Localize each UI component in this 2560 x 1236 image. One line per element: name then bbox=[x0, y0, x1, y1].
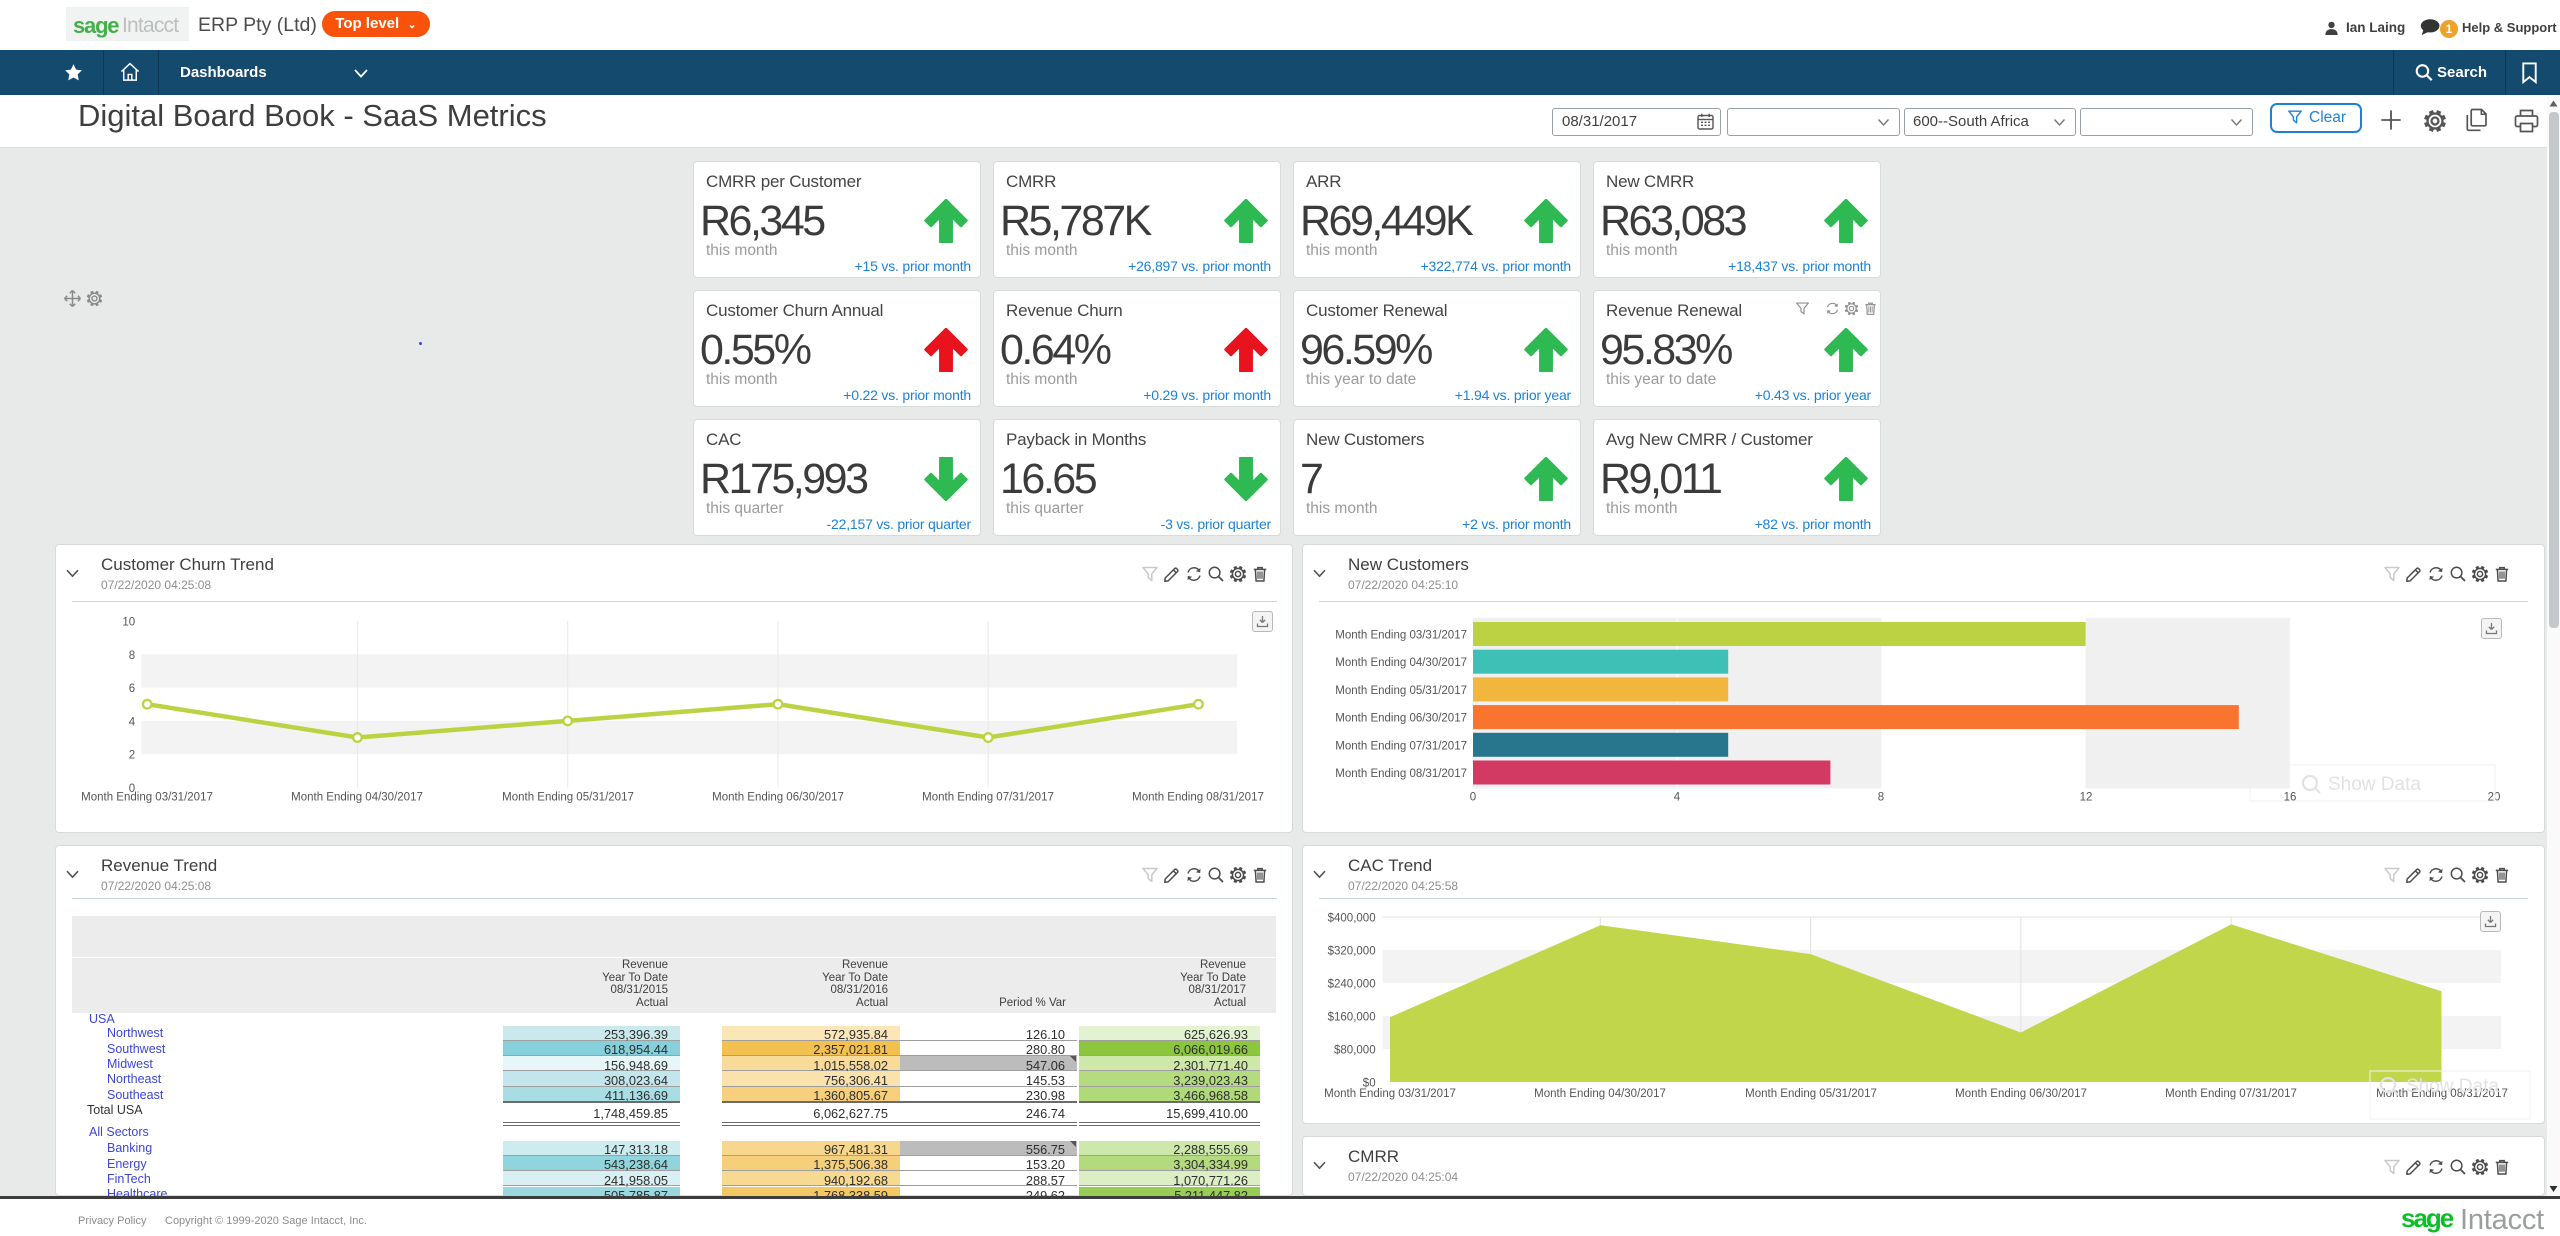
svg-text:0: 0 bbox=[1470, 792, 1476, 804]
svg-text:4: 4 bbox=[1674, 792, 1681, 804]
svg-text:2: 2 bbox=[129, 750, 135, 762]
svg-text:Month Ending 07/31/2017: Month Ending 07/31/2017 bbox=[2165, 1088, 2297, 1100]
svg-text:Show Data: Show Data bbox=[2328, 774, 2421, 795]
svg-text:$160,000: $160,000 bbox=[1328, 1012, 1376, 1024]
svg-text:Month Ending 06/30/2017: Month Ending 06/30/2017 bbox=[1955, 1088, 2087, 1100]
svg-text:4: 4 bbox=[129, 716, 136, 728]
svg-text:$400,000: $400,000 bbox=[1328, 913, 1376, 925]
svg-text:Month Ending 08/31/2017: Month Ending 08/31/2017 bbox=[2376, 1088, 2508, 1100]
svg-text:Month Ending 04/30/2017: Month Ending 04/30/2017 bbox=[291, 792, 423, 804]
svg-text:Month Ending 04/30/2017: Month Ending 04/30/2017 bbox=[1534, 1088, 1666, 1100]
svg-text:Month Ending 06/30/2017: Month Ending 06/30/2017 bbox=[1335, 713, 1467, 725]
svg-text:0: 0 bbox=[129, 783, 135, 795]
svg-text:Show Data: Show Data bbox=[2406, 1076, 2499, 1097]
svg-text:$240,000: $240,000 bbox=[1328, 979, 1376, 991]
svg-text:Month Ending 05/31/2017: Month Ending 05/31/2017 bbox=[1745, 1088, 1877, 1100]
svg-text:16: 16 bbox=[2284, 792, 2297, 804]
svg-text:Month Ending 07/31/2017: Month Ending 07/31/2017 bbox=[922, 792, 1054, 804]
svg-text:8: 8 bbox=[1878, 792, 1884, 804]
svg-text:8: 8 bbox=[129, 650, 135, 662]
svg-text:12: 12 bbox=[2080, 792, 2093, 804]
svg-text:Month Ending 05/31/2017: Month Ending 05/31/2017 bbox=[502, 792, 634, 804]
svg-text:Month Ending 03/31/2017: Month Ending 03/31/2017 bbox=[1324, 1088, 1456, 1100]
svg-text:Month Ending 03/31/2017: Month Ending 03/31/2017 bbox=[81, 792, 213, 804]
svg-text:Month Ending 03/31/2017: Month Ending 03/31/2017 bbox=[1335, 630, 1467, 642]
svg-text:Month Ending 08/31/2017: Month Ending 08/31/2017 bbox=[1335, 768, 1467, 780]
svg-text:10: 10 bbox=[122, 617, 135, 629]
svg-text:$80,000: $80,000 bbox=[1334, 1045, 1376, 1057]
svg-text:Month Ending 07/31/2017: Month Ending 07/31/2017 bbox=[1335, 740, 1467, 752]
svg-text:$0: $0 bbox=[1363, 1078, 1376, 1090]
svg-text:6: 6 bbox=[129, 683, 135, 695]
svg-text:Month Ending 08/31/2017: Month Ending 08/31/2017 bbox=[1132, 792, 1264, 804]
svg-text:20: 20 bbox=[2488, 792, 2501, 804]
svg-text:$320,000: $320,000 bbox=[1328, 946, 1376, 958]
svg-text:Month Ending 04/30/2017: Month Ending 04/30/2017 bbox=[1335, 657, 1467, 669]
svg-text:Month Ending 05/31/2017: Month Ending 05/31/2017 bbox=[1335, 685, 1467, 697]
svg-text:Month Ending 06/30/2017: Month Ending 06/30/2017 bbox=[712, 792, 844, 804]
